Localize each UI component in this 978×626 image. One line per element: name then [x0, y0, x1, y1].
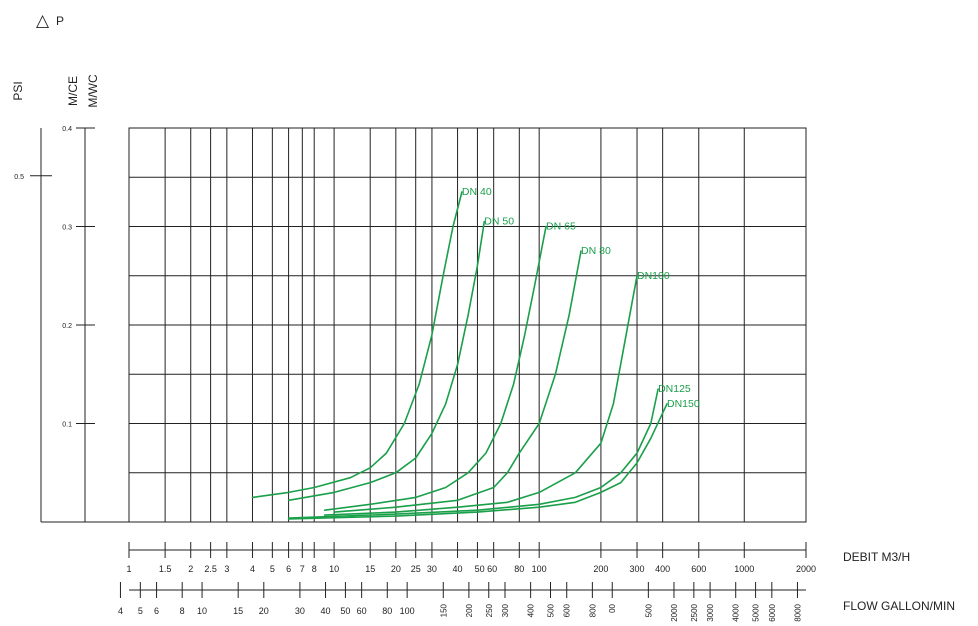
y-tick-label: 0.1 — [62, 422, 72, 429]
gpm-tick-label: 4 — [118, 606, 123, 616]
curve-label: DN 50 — [484, 216, 514, 228]
x-tick-label: 2.5 — [204, 564, 217, 574]
plot-grid — [129, 128, 806, 522]
x-tick-label: 4 — [250, 564, 255, 574]
curve-dn150 — [287, 402, 668, 520]
y-axis-ticks: 0.1 0.2 0.3 0.4 0.5 — [14, 126, 95, 429]
gpm-tick-label: 3000 — [706, 603, 715, 621]
x-tick-label: 400 — [655, 564, 670, 574]
gpm-tick-label: 10 — [197, 606, 207, 616]
y-tick-label: 0.4 — [62, 126, 72, 133]
x-tick-label: 6 — [286, 564, 291, 574]
debit-scale: 1 1.5 2 2.5 3 4 5 6 7 8 10 15 20 25 30 40 50 60 80 100 200 3… — [126, 542, 910, 574]
x-tick-label: 50 60 — [475, 564, 498, 574]
x-tick-label: 600 — [691, 564, 706, 574]
gallon-axis-title: FLOW GALLON/MIN — [843, 599, 955, 613]
gpm-tick-label: 400 — [527, 603, 536, 617]
gpm-tick-label: 300 — [501, 603, 510, 617]
x-tick-label: 15 — [365, 564, 375, 574]
gpm-tick-label: 2000 — [670, 603, 679, 621]
gpm-tick-label: 4000 — [732, 603, 741, 621]
gpm-tick-label: 6000 — [768, 603, 777, 621]
gpm-tick-label: 80 — [382, 606, 392, 616]
gpm-tick-label: 600 — [563, 603, 572, 617]
curve-label: DN 65 — [546, 221, 576, 233]
header: △ P — [36, 11, 64, 30]
curves: DN 40 DN 50 DN 65 DN 80 DN100 DN125 DN150 — [251, 186, 700, 520]
gpm-tick-label: 150 — [439, 603, 448, 617]
debit-axis-title: DEBIT M3/H — [843, 550, 910, 564]
delta-symbol: △ — [36, 11, 50, 30]
curve-dn80 — [333, 250, 582, 513]
curve-dn125 — [287, 388, 659, 519]
x-tick-label: 30 — [427, 564, 437, 574]
gpm-tick-label: 8000 — [793, 603, 802, 621]
gpm-tick-label: 250 — [485, 603, 494, 617]
mce-axis-title: M/CE — [66, 76, 80, 106]
gpm-tick-label: 00 — [608, 603, 617, 612]
curve-label: DN100 — [637, 270, 670, 282]
y-axis-titles: PSI M/CE M/WC — [11, 74, 100, 108]
x-tick-label: 20 — [391, 564, 401, 574]
psi-axis-title: PSI — [11, 81, 25, 100]
gpm-tick-label: 500 — [644, 603, 653, 617]
curve-dn100 — [323, 274, 638, 516]
curve-label: DN150 — [667, 398, 700, 410]
gpm-tick-label: 2500 — [690, 603, 699, 621]
plot-frame — [128, 127, 807, 523]
psi-tick-label: 0.5 — [14, 174, 24, 181]
x-tick-label: 300 — [630, 564, 645, 574]
x-tick-label: 25 — [411, 564, 421, 574]
x-tick-label: 100 — [532, 564, 547, 574]
curve-dn40 — [251, 191, 463, 499]
gpm-tick-label: 15 — [233, 606, 243, 616]
curve-label: DN125 — [658, 383, 691, 395]
curve-label: DN 40 — [462, 186, 492, 198]
x-tick-label: 2 — [188, 564, 193, 574]
gpm-tick-label: 100 — [400, 606, 415, 616]
x-tick-label: 2000 — [796, 564, 816, 574]
x-tick-label: 3 — [224, 564, 229, 574]
gpm-tick-label: 30 — [295, 606, 305, 616]
gpm-tick-label: 6 — [154, 606, 159, 616]
gpm-tick-label: 50 — [340, 606, 350, 616]
x-tick-label: 80 — [514, 564, 524, 574]
gpm-tick-label: 800 — [588, 603, 597, 617]
gpm-tick-label: 5000 — [752, 603, 761, 621]
gpm-tick-label: 500 — [547, 603, 556, 617]
x-tick-label: 40 — [453, 564, 463, 574]
y-tick-label: 0.3 — [62, 225, 72, 232]
x-tick-label: 10 — [329, 564, 339, 574]
pressure-title: P — [56, 14, 64, 28]
x-tick-label: 1.5 — [159, 564, 172, 574]
curve-dn50 — [287, 220, 486, 502]
curve-label: DN 80 — [581, 245, 611, 257]
x-tick-label: 1 — [126, 564, 131, 574]
gpm-tick-label: 8 — [180, 606, 185, 616]
y-tick-label: 0.2 — [62, 323, 72, 330]
x-tick-label: 8 — [312, 564, 317, 574]
gpm-tick-label: 40 — [321, 606, 331, 616]
x-tick-label: 7 — [300, 564, 305, 574]
x-tick-label: 1000 — [734, 564, 754, 574]
x-tick-label: 200 — [593, 564, 608, 574]
curve-dn65 — [323, 225, 547, 512]
x-tick-label: 5 — [270, 564, 275, 574]
gpm-tick-label: 200 — [465, 603, 474, 617]
mwc-axis-title: M/WC — [86, 74, 100, 108]
gallon-scale: 4 5 6 8 10 15 20 30 40 50 60 80 100 150 200 250 300 400 50… — [118, 582, 955, 622]
gpm-tick-label: 5 — [138, 606, 143, 616]
gpm-tick-label: 60 — [357, 606, 367, 616]
gpm-tick-label: 20 — [259, 606, 269, 616]
